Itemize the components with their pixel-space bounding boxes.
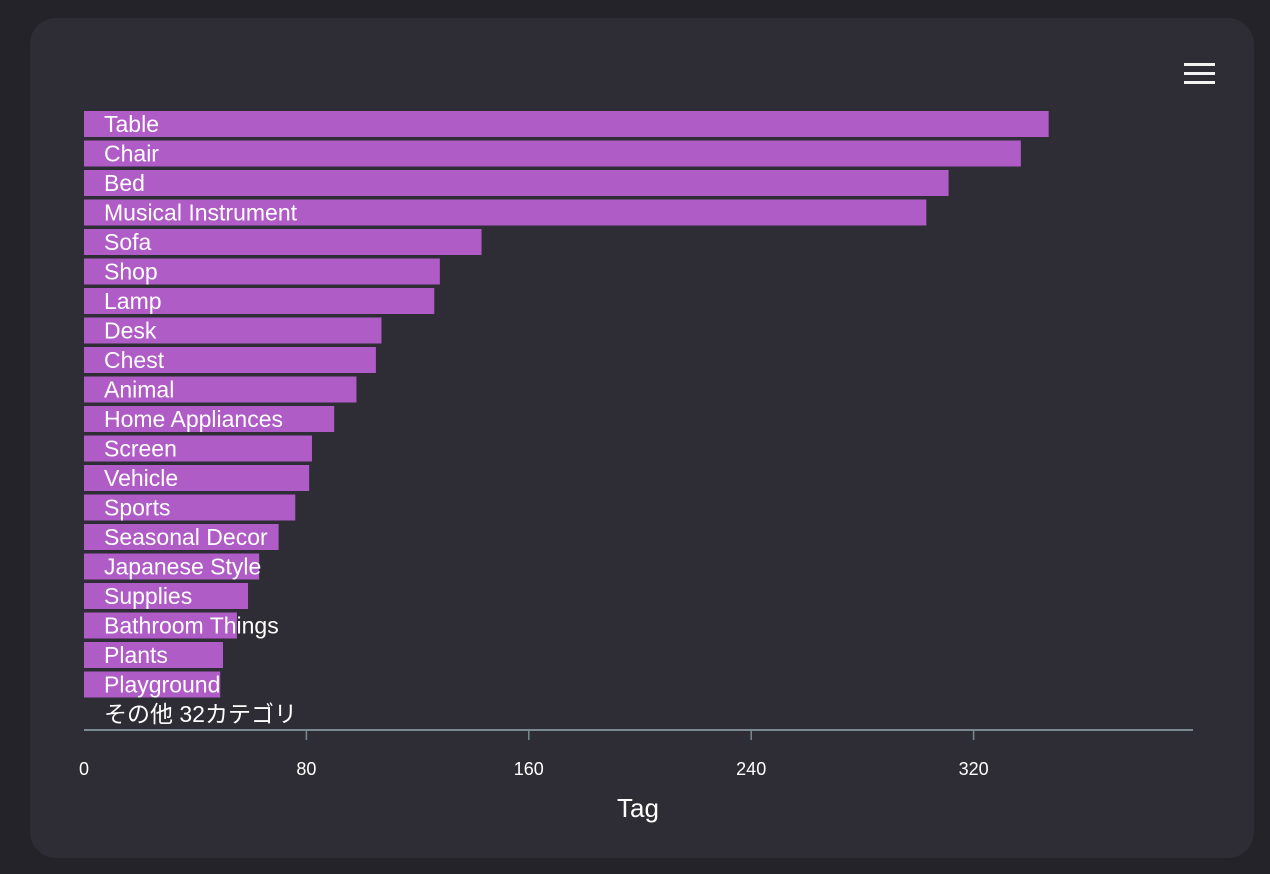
bar-label: Plants bbox=[104, 642, 168, 668]
x-tick-label: 240 bbox=[736, 759, 766, 779]
bar-label: Shop bbox=[104, 259, 158, 285]
bar bbox=[84, 553, 260, 580]
bar bbox=[84, 258, 440, 285]
x-tick-label: 160 bbox=[514, 759, 544, 779]
x-tick-label: 0 bbox=[79, 759, 89, 779]
hamburger-menu-icon[interactable] bbox=[1180, 60, 1218, 90]
bar bbox=[84, 170, 949, 196]
bar-label: Vehicle bbox=[104, 465, 178, 491]
bar bbox=[84, 435, 312, 462]
bar-label: Playground bbox=[104, 672, 220, 698]
bar bbox=[84, 465, 310, 491]
bar-label: Animal bbox=[104, 377, 174, 403]
bar-label: Japanese Style bbox=[104, 554, 261, 580]
bar bbox=[84, 671, 221, 698]
bar-label: Screen bbox=[104, 436, 177, 462]
bar-label: Desk bbox=[104, 318, 157, 344]
bar bbox=[84, 199, 927, 226]
bar bbox=[84, 642, 223, 668]
x-tick-label: 80 bbox=[296, 759, 316, 779]
bar-label: Bed bbox=[104, 170, 145, 196]
x-tick-label: 320 bbox=[959, 759, 989, 779]
bar-label: Supplies bbox=[104, 583, 192, 609]
bar-label: Musical Instrument bbox=[104, 200, 298, 226]
other-categories-label: その他 32カテゴリ bbox=[104, 701, 297, 727]
bar-label: Chair bbox=[104, 141, 159, 167]
x-axis-title: Tag bbox=[617, 793, 659, 823]
bar bbox=[84, 288, 435, 314]
bar-label: Bathroom Things bbox=[104, 613, 279, 639]
bar bbox=[84, 406, 335, 432]
bar-label: Sofa bbox=[104, 229, 152, 255]
bar bbox=[84, 347, 376, 373]
bar-label: Lamp bbox=[104, 288, 162, 314]
bar bbox=[84, 140, 1021, 167]
bar bbox=[84, 317, 382, 344]
bar-label: Seasonal Decor bbox=[104, 524, 268, 550]
bar-label: Table bbox=[104, 111, 159, 137]
bar-label: Home Appliances bbox=[104, 406, 283, 432]
bar-label: Chest bbox=[104, 347, 165, 373]
bar bbox=[84, 612, 237, 639]
bar bbox=[84, 376, 357, 403]
bar bbox=[84, 111, 1049, 137]
bar bbox=[84, 583, 249, 609]
bar bbox=[84, 229, 482, 255]
bar bbox=[84, 494, 296, 521]
bar bbox=[84, 524, 279, 550]
bar-label: Sports bbox=[104, 495, 170, 521]
